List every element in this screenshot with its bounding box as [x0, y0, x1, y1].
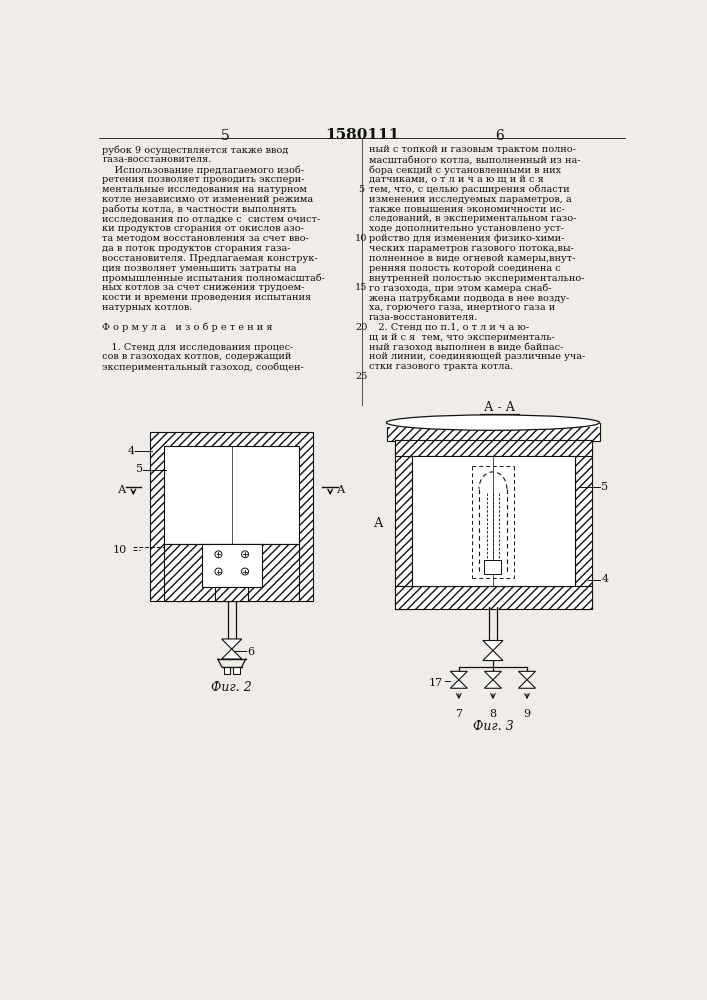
Text: ных котлов за счет снижения трудоем-: ных котлов за счет снижения трудоем-	[103, 283, 305, 292]
Bar	[575, 440, 592, 609]
Text: полненное в виде огневой камеры,внут-: полненное в виде огневой камеры,внут-	[369, 254, 575, 263]
Text: котле независимо от изменений режима: котле независимо от изменений режима	[103, 195, 313, 204]
Text: ный газоход выполнен в виде байпас-: ный газоход выполнен в виде байпас-	[369, 343, 563, 352]
Text: ция позволяет уменьшить затраты на: ция позволяет уменьшить затраты на	[103, 264, 297, 273]
Text: го газохода, при этом камера снаб-: го газохода, при этом камера снаб-	[369, 283, 551, 293]
Text: датчиками, о т л и ч а ю щ и й с я: датчиками, о т л и ч а ю щ и й с я	[369, 175, 544, 184]
Text: также повышения экономичности ис-: также повышения экономичности ис-	[369, 205, 565, 214]
Text: 5: 5	[136, 464, 143, 474]
Polygon shape	[484, 671, 501, 680]
Text: 20: 20	[355, 323, 368, 332]
Bar	[395, 440, 411, 609]
Polygon shape	[518, 671, 535, 680]
Text: масштабного котла, выполненный из на-: масштабного котла, выполненный из на-	[369, 155, 580, 164]
Text: жена патрубками подвода в нее возду-: жена патрубками подвода в нее возду-	[369, 293, 569, 303]
Bar	[387, 423, 600, 427]
Text: бора секций с установленными в них: бора секций с установленными в них	[369, 165, 561, 175]
Bar	[224, 667, 230, 674]
Text: А: А	[337, 485, 345, 495]
Text: экспериментальный газоход, сообщен-: экспериментальный газоход, сообщен-	[103, 362, 304, 372]
Bar	[164, 544, 299, 601]
Text: газа-восстановителя.: газа-восстановителя.	[103, 155, 211, 164]
Text: 5: 5	[358, 185, 364, 194]
Text: сов в газоходах котлов, содержащий: сов в газоходах котлов, содержащий	[103, 352, 292, 361]
Text: 5: 5	[221, 129, 229, 143]
Text: промышленные испытания полномасштаб-: промышленные испытания полномасштаб-	[103, 274, 325, 283]
Text: Использование предлагаемого изоб-: Использование предлагаемого изоб-	[103, 165, 304, 175]
Polygon shape	[484, 680, 501, 688]
Text: ческих параметров газового потока,вы-: ческих параметров газового потока,вы-	[369, 244, 574, 253]
Text: щ и й с я  тем, что эксперименталь-: щ и й с я тем, что эксперименталь-	[369, 333, 555, 342]
Bar	[395, 586, 592, 609]
Text: 10: 10	[355, 234, 368, 243]
Bar	[151, 432, 313, 601]
Text: ный с топкой и газовым трактом полно-: ный с топкой и газовым трактом полно-	[369, 145, 575, 154]
Text: внутренней полостью экспериментально-: внутренней полостью экспериментально-	[369, 274, 585, 283]
Text: 17: 17	[428, 678, 443, 688]
Text: исследования по отладке с  систем очист-: исследования по отладке с систем очист-	[103, 214, 320, 223]
Text: ходе дополнительно установлено уст-: ходе дополнительно установлено уст-	[369, 224, 564, 233]
Polygon shape	[483, 651, 503, 661]
Text: ной линии, соединяющей различные уча-: ной линии, соединяющей различные уча-	[369, 352, 585, 361]
Text: Фиг. 2: Фиг. 2	[211, 681, 252, 694]
Text: Ф о р м у л а   и з о б р е т е н и я: Ф о р м у л а и з о б р е т е н и я	[103, 323, 273, 332]
Polygon shape	[450, 680, 467, 688]
Text: ментальные исследования на натурном: ментальные исследования на натурном	[103, 185, 308, 194]
Text: 2. Стенд по п.1, о т л и ч а ю-: 2. Стенд по п.1, о т л и ч а ю-	[369, 323, 529, 332]
Text: 8: 8	[489, 709, 496, 719]
Bar	[216, 587, 248, 601]
Text: 4: 4	[602, 574, 609, 584]
Text: А - А: А - А	[484, 401, 515, 414]
Text: 1580111: 1580111	[325, 128, 399, 142]
Text: А: А	[374, 517, 384, 530]
Bar	[201, 544, 262, 587]
Text: кости и времени проведения испытания: кости и времени проведения испытания	[103, 293, 312, 302]
Text: следований, в экспериментальном газо-: следований, в экспериментальном газо-	[369, 214, 576, 223]
Bar	[395, 440, 592, 456]
Text: 10: 10	[112, 545, 127, 555]
Polygon shape	[518, 680, 535, 688]
Text: та методом восстановления за счет вво-: та методом восстановления за счет вво-	[103, 234, 309, 243]
Text: 7: 7	[455, 709, 462, 719]
Text: да в поток продуктов сгорания газа-: да в поток продуктов сгорания газа-	[103, 244, 291, 253]
Text: стки газового тракта котла.: стки газового тракта котла.	[369, 362, 513, 371]
Text: 5: 5	[602, 482, 609, 492]
Text: 6: 6	[495, 129, 503, 143]
Text: ки продуктов сгорания от окислов азо-: ки продуктов сгорания от окислов азо-	[103, 224, 304, 233]
Polygon shape	[222, 649, 242, 659]
Text: А: А	[118, 485, 127, 495]
Polygon shape	[222, 639, 242, 649]
Text: ха, горючего газа, инертного газа и: ха, горючего газа, инертного газа и	[369, 303, 555, 312]
Text: ройство для изменения физико-хими-: ройство для изменения физико-хими-	[369, 234, 564, 243]
Ellipse shape	[386, 415, 600, 430]
Text: 6: 6	[247, 647, 255, 657]
Text: Фиг. 3: Фиг. 3	[472, 720, 513, 733]
Text: 1. Стенд для исследования процес-: 1. Стенд для исследования процес-	[103, 343, 293, 352]
Bar	[387, 423, 600, 441]
Polygon shape	[483, 641, 503, 651]
Polygon shape	[450, 671, 467, 680]
Text: 4: 4	[127, 446, 134, 456]
Bar	[233, 667, 240, 674]
Text: натурных котлов.: натурных котлов.	[103, 303, 193, 312]
Text: ренняя полость которой соединена с: ренняя полость которой соединена с	[369, 264, 561, 273]
Text: тем, что, с целью расширения области: тем, что, с целью расширения области	[369, 185, 570, 194]
Bar	[411, 456, 575, 586]
Text: работы котла, в частности выполнять: работы котла, в частности выполнять	[103, 205, 297, 214]
Bar	[164, 446, 299, 544]
Text: рубок 9 осуществляется также ввод: рубок 9 осуществляется также ввод	[103, 145, 288, 155]
Text: ретения позволяет проводить экспери-: ретения позволяет проводить экспери-	[103, 175, 305, 184]
Bar	[484, 560, 501, 574]
Text: восстановителя. Предлагаемая конструк-: восстановителя. Предлагаемая конструк-	[103, 254, 318, 263]
Text: 25: 25	[355, 372, 368, 381]
Text: изменения исследуемых параметров, а: изменения исследуемых параметров, а	[369, 195, 572, 204]
Text: газа-восстановителя.: газа-восстановителя.	[369, 313, 479, 322]
Text: 9: 9	[523, 709, 530, 719]
Text: 15: 15	[355, 283, 368, 292]
